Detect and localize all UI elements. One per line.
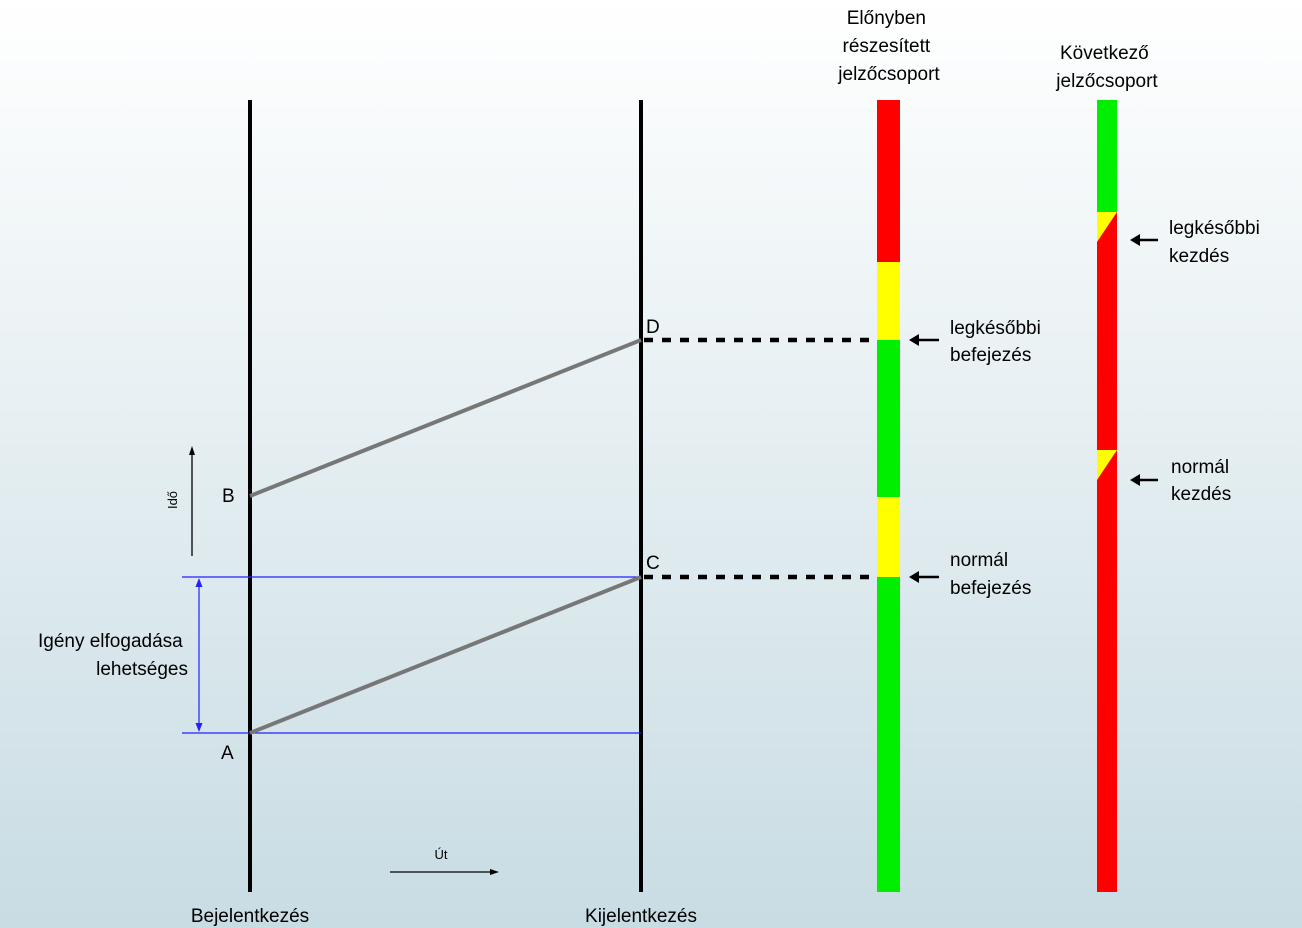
time-axis-arrow-head xyxy=(189,446,195,455)
priority-title-line-3: jelzőcsoport xyxy=(837,64,940,85)
latest-end-line-1: legkésőbbi xyxy=(950,318,1041,339)
priority-group-title: Előnyben részesített jelzőcsoport xyxy=(837,8,940,85)
normal-start-line-1: normál xyxy=(1171,457,1229,478)
latest-start-line-2: kezdés xyxy=(1169,246,1229,267)
point-b-label: B xyxy=(222,486,235,507)
latest-start-label: legkésőbbi kezdés xyxy=(1169,218,1265,267)
normal-end-label: normál befejezés xyxy=(950,550,1031,599)
path-axis-arrow-head xyxy=(490,869,499,875)
normal-start-line-2: kezdés xyxy=(1171,484,1231,505)
time-axis-label: Idő xyxy=(165,491,180,509)
priority-green-phase-1 xyxy=(877,340,900,497)
priority-yellow-phase-1 xyxy=(877,262,900,340)
point-c-label: C xyxy=(646,553,660,574)
trajectory-a-c xyxy=(249,575,642,735)
check-in-label: Bejelentkezés xyxy=(191,906,309,927)
window-arrow-head-down xyxy=(195,723,203,732)
normal-end-arrow-head xyxy=(909,571,919,583)
priority-title-line-2: részesített xyxy=(843,36,931,57)
check-out-label: Kijelentkezés xyxy=(585,906,697,927)
request-window-line-2: lehetséges xyxy=(96,659,188,680)
trajectory-b-d xyxy=(249,338,642,498)
priority-green-phase-2 xyxy=(877,577,900,892)
latest-start-arrow-head xyxy=(1130,234,1140,246)
next-title-line-2: jelzőcsoport xyxy=(1055,71,1158,92)
request-window-line-1: Igény elfogadása xyxy=(38,631,183,652)
normal-start-label: normál kezdés xyxy=(1171,457,1234,505)
latest-end-line-2: befejezés xyxy=(950,345,1031,366)
latest-end-label: legkésőbbi befejezés xyxy=(950,318,1046,366)
request-window-label: Igény elfogadása lehetséges xyxy=(38,631,188,680)
next-green-phase xyxy=(1097,100,1117,212)
path-axis-label: Út xyxy=(435,847,448,862)
next-red-phase xyxy=(1097,212,1117,892)
normal-end-line-1: normál xyxy=(950,550,1008,571)
point-d-label: D xyxy=(646,317,660,338)
next-yellow-marker-normal xyxy=(1097,450,1117,480)
priority-red-phase xyxy=(877,100,900,262)
next-yellow-marker-latest xyxy=(1097,212,1117,242)
next-signal-bar xyxy=(1097,100,1117,892)
next-group-title: Következő jelzőcsoport xyxy=(1055,43,1158,92)
priority-yellow-phase-2 xyxy=(877,497,900,577)
normal-start-arrow-head xyxy=(1130,474,1140,486)
next-title-line-1: Következő xyxy=(1060,43,1149,64)
priority-title-line-1: Előnyben xyxy=(847,8,926,29)
priority-signal-bar xyxy=(877,100,900,892)
latest-end-arrow-head xyxy=(909,334,919,346)
latest-start-line-1: legkésőbbi xyxy=(1169,218,1260,239)
point-a-label: A xyxy=(221,743,234,764)
normal-end-line-2: befejezés xyxy=(950,578,1031,599)
window-arrow-head-up xyxy=(195,578,203,587)
